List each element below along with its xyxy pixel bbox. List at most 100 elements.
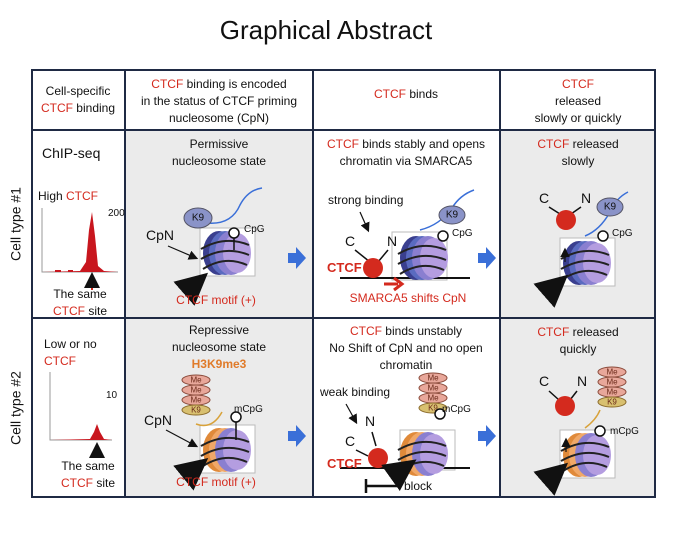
block-bar: [364, 479, 400, 493]
text-segment: released: [569, 325, 618, 339]
label: Me: [427, 374, 439, 383]
text-segment: CTCF: [151, 77, 183, 91]
text-segment: nucleosome state: [172, 340, 266, 354]
method: ChIP-seq: [42, 145, 100, 161]
flow-arrow: [288, 425, 306, 447]
label: K9: [604, 202, 617, 213]
label: CTCF motif (+): [176, 293, 256, 307]
caption: CTCF binds unstably No Shift of CpN and n…: [329, 324, 482, 372]
row-label: Cell type #1: [8, 187, 24, 261]
table-border: [31, 69, 656, 498]
label: CpG: [244, 224, 265, 235]
flow-arrow: [288, 247, 306, 269]
text-segment: CTCF: [350, 324, 382, 338]
site: The same CTCF site: [61, 459, 115, 490]
label: Me: [606, 368, 618, 377]
level: High CTCF: [38, 189, 98, 203]
label: weak binding: [319, 385, 390, 399]
text-segment: released: [555, 94, 601, 108]
text-segment: CTCF: [374, 87, 406, 101]
text-segment: CTCF: [41, 101, 73, 115]
label: CpN: [146, 227, 174, 243]
caption: CTCF released quickly: [537, 325, 618, 356]
cpg: [597, 230, 609, 242]
cpg: [228, 227, 240, 239]
arrow: [533, 274, 569, 308]
label: Me: [427, 394, 439, 403]
k9: [438, 205, 466, 225]
bond: [355, 431, 377, 457]
cell-bg: [125, 130, 313, 318]
level: Low or no CTCF: [44, 337, 97, 368]
header-text: CTCF binds: [374, 87, 438, 101]
text-segment: CTCF: [44, 354, 76, 368]
label: N: [581, 190, 591, 206]
label: Me: [190, 386, 202, 395]
label: K9: [191, 406, 201, 415]
label: Me: [190, 376, 202, 385]
text-segment: CTCF: [537, 137, 569, 151]
text-segment: quickly: [560, 342, 597, 356]
arrow: [381, 459, 417, 491]
arrow: [173, 272, 209, 306]
chip-plot: [41, 208, 118, 273]
label: N: [365, 413, 375, 429]
label: CpG: [612, 228, 633, 239]
label: K9: [428, 404, 438, 413]
label: C: [345, 433, 355, 449]
caption: CTCF released slowly: [537, 137, 618, 168]
text-segment: site: [93, 476, 115, 490]
text-segment: Low or no: [44, 337, 97, 351]
cpg: [434, 408, 446, 420]
label: CpN: [144, 412, 172, 428]
cell-bg: [500, 130, 655, 318]
text-segment: binding is encoded: [183, 77, 286, 91]
label: SMARCA5 shifts CpN: [350, 291, 467, 305]
text-segment: High: [38, 189, 66, 203]
arrow: [345, 403, 358, 425]
k9: [181, 404, 211, 416]
flow-arrow: [478, 247, 496, 269]
ctcf: [368, 448, 388, 468]
ymax: 10: [106, 390, 118, 401]
tail: [584, 409, 601, 429]
text-segment: binds stably and opens: [359, 137, 485, 151]
label: K9: [192, 213, 205, 224]
text-segment: Cell-specific: [46, 84, 111, 98]
header-text: CTCF released slowly or quickly: [535, 77, 622, 125]
text-segment: The same: [61, 459, 115, 473]
arrow: [533, 462, 569, 496]
text-segment: slowly: [562, 154, 595, 168]
label: CTCF: [327, 456, 362, 471]
tail: [195, 411, 223, 427]
cpg: [594, 425, 606, 437]
cpg: [437, 230, 449, 242]
text-segment: chromatin: [380, 358, 433, 372]
ctcf: [555, 396, 575, 416]
text-segment: CTCF: [61, 476, 93, 490]
label: mCpG: [610, 426, 639, 437]
text-segment: No Shift of CpN and no open: [329, 341, 482, 355]
label: mCpG: [442, 404, 471, 415]
label: Me: [190, 396, 202, 405]
nucleosome: [561, 433, 611, 477]
nucleosome: [561, 241, 611, 285]
text-segment: binding: [73, 101, 115, 115]
text-segment: CTCF: [327, 137, 359, 151]
label: CTCF motif (+): [176, 475, 256, 489]
label: strong binding: [328, 193, 403, 207]
text-segment: Permissive: [190, 137, 249, 151]
ctcf: [556, 210, 576, 230]
text-segment: CTCF: [66, 189, 98, 203]
text-segment: CTCF: [562, 77, 594, 91]
chip-plot: [49, 372, 112, 441]
label: block: [404, 479, 433, 493]
label: K9: [446, 210, 459, 221]
text-segment: in the status of CTCF priming: [141, 94, 297, 108]
k9: [597, 396, 627, 408]
nucleosome: [201, 231, 251, 275]
